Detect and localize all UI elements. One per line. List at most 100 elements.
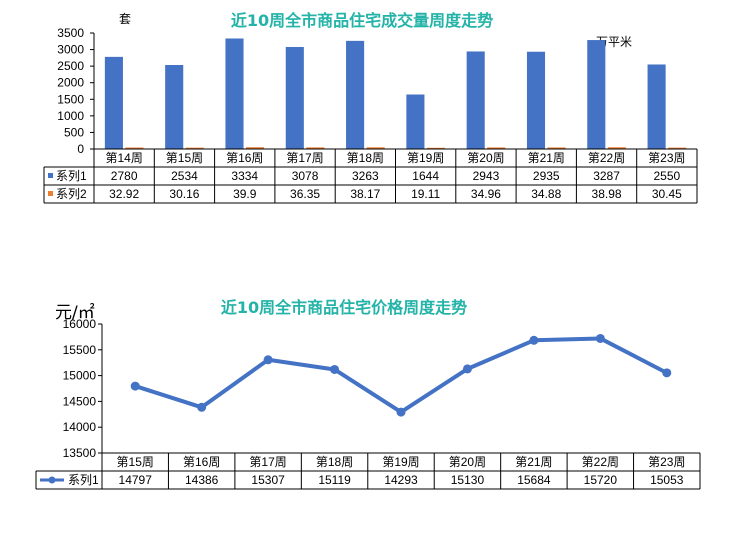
chart2-y-tick-label: 13500: [63, 446, 97, 460]
chart2-data-point: [662, 368, 672, 378]
chart1-y-tick-label: 1500: [57, 92, 84, 106]
chart2-data-label: 15684: [517, 473, 551, 487]
chart1-data-label: 2550: [653, 169, 680, 183]
chart1-title: 近10周全市商品住宅成交量周度走势: [231, 11, 493, 30]
chart1-data-label: 2943: [473, 169, 500, 183]
chart1-data-label: 3287: [593, 169, 620, 183]
chart1-bar-series1: [466, 51, 485, 149]
chart1-category-label: 第15周: [166, 151, 203, 165]
chart1-data-label: 39.9: [233, 187, 257, 201]
chart1-legend-key: [48, 191, 53, 196]
chart2-data-point: [263, 355, 273, 365]
chart1-legend-key: [48, 173, 53, 178]
chart2-data-point: [462, 364, 472, 374]
chart2-y-unit: 元/㎡: [55, 303, 95, 323]
chart2-category-label: 第23周: [648, 455, 685, 469]
chart2-data-label: 15720: [584, 473, 618, 487]
chart1-bar-series2: [306, 147, 325, 149]
chart1-bar-series2: [547, 147, 566, 149]
chart1-category-label: 第23周: [648, 151, 685, 165]
chart1-bar-series2: [185, 147, 204, 149]
chart1-bar-series1: [346, 40, 365, 149]
chart1-category-label: 第22周: [588, 151, 625, 165]
chart1-legend-label: 系列1: [56, 169, 87, 183]
chart1-bar-series2: [125, 147, 144, 149]
chart1-y-tick-label: 2500: [57, 59, 84, 73]
chart2-data-point: [396, 407, 406, 417]
chart1-bar-series1: [285, 46, 304, 150]
chart1-category-label: 第18周: [347, 151, 384, 165]
chart1-data-label: 3078: [292, 169, 319, 183]
chart2-data-point: [197, 402, 207, 412]
chart2-category-label: 第17周: [249, 455, 286, 469]
chart2-data-label: 14293: [384, 473, 418, 487]
chart2-data-label: 15119: [318, 473, 351, 487]
chart1-y-tick-label: 2000: [57, 76, 84, 90]
chart2-category-label: 第19周: [382, 455, 419, 469]
chart2-category-label: 第20周: [449, 455, 486, 469]
chart2-data-point: [529, 335, 539, 345]
chart1-y-tick-label: 3500: [57, 26, 84, 40]
chart2-category-label: 第18周: [316, 455, 353, 469]
chart1-bar-series2: [487, 147, 506, 149]
chart1-bar-series2: [245, 147, 265, 149]
chart1-bar-series1: [526, 51, 546, 149]
chart2-legend-label: 系列1: [68, 473, 99, 487]
chart2-y-tick-label: 16000: [63, 317, 97, 331]
chart2-data-point: [595, 333, 605, 343]
chart2-category-label: 第21周: [515, 455, 552, 469]
chart1-data-label: 3334: [231, 169, 258, 183]
chart2-data-point: [130, 381, 140, 391]
chart1-y-tick-label: 3000: [57, 43, 84, 57]
chart1-bar-series1: [406, 94, 425, 149]
chart1-category-label: 第21周: [528, 151, 565, 165]
chart2-series-line: [133, 336, 669, 415]
chart2-data-point: [330, 364, 340, 374]
chart2-y-tick-label: 14000: [63, 420, 97, 434]
chart1-category-label: 第14周: [105, 151, 142, 165]
chart2-title: 近10周全市商品住宅价格周度走势: [221, 298, 467, 317]
chart1-y-tick-label: 1000: [57, 109, 84, 123]
chart1-data-label: 36.35: [290, 187, 320, 201]
chart1-data-label: 2935: [533, 169, 560, 183]
chart2-data-label: 15307: [251, 473, 285, 487]
chart1-data-label: 2534: [171, 169, 198, 183]
chart1-bar-series2: [668, 147, 687, 149]
chart1-data-label: 3263: [352, 169, 379, 183]
chart2-y-tick-label: 15500: [63, 343, 97, 357]
chart1-data-label: 32.92: [109, 187, 139, 201]
chart2-data-label: 15053: [650, 473, 684, 487]
chart1-left-unit: 套: [119, 12, 131, 26]
chart2-category-label: 第22周: [582, 455, 619, 469]
chart1-data-label: 19.11: [411, 187, 440, 201]
chart1-bar-series1: [225, 38, 244, 150]
chart1-category-label: 第20周: [467, 151, 504, 165]
chart2-data-label: 15130: [451, 473, 485, 487]
chart1-bar-series1: [104, 56, 123, 150]
chart1-data-label: 34.88: [531, 187, 561, 201]
chart1-data-label: 30.16: [169, 187, 199, 201]
chart2-legend-key-marker: [48, 476, 56, 484]
chart1-data-label: 30.45: [652, 187, 682, 201]
chart1-bar-series2: [426, 147, 445, 149]
chart2-category-label: 第16周: [183, 455, 220, 469]
chart1-data-label: 38.98: [592, 187, 622, 201]
chart1-y-tick-label: 0: [77, 142, 84, 156]
chart1-data-label: 1644: [412, 169, 439, 183]
chart2-y-tick-label: 15000: [63, 369, 97, 383]
chart2-data-label: 14797: [119, 473, 153, 487]
chart1-bar-series1: [587, 40, 606, 149]
chart1-data-label: 2780: [111, 169, 138, 183]
chart1-category-label: 第19周: [407, 151, 444, 165]
chart1-data-label: 38.17: [350, 187, 380, 201]
chart2-data-label: 14386: [185, 473, 219, 487]
chart1-category-label: 第16周: [226, 151, 263, 165]
chart1-category-label: 第17周: [286, 151, 323, 165]
chart1-bar-series2: [607, 147, 626, 149]
chart2-category-label: 第15周: [117, 455, 154, 469]
chart1-bar-series1: [165, 65, 184, 149]
chart1-y-tick-label: 500: [64, 125, 84, 139]
chart1-data-label: 34.96: [471, 187, 501, 201]
chart2-y-tick-label: 14500: [63, 394, 97, 408]
